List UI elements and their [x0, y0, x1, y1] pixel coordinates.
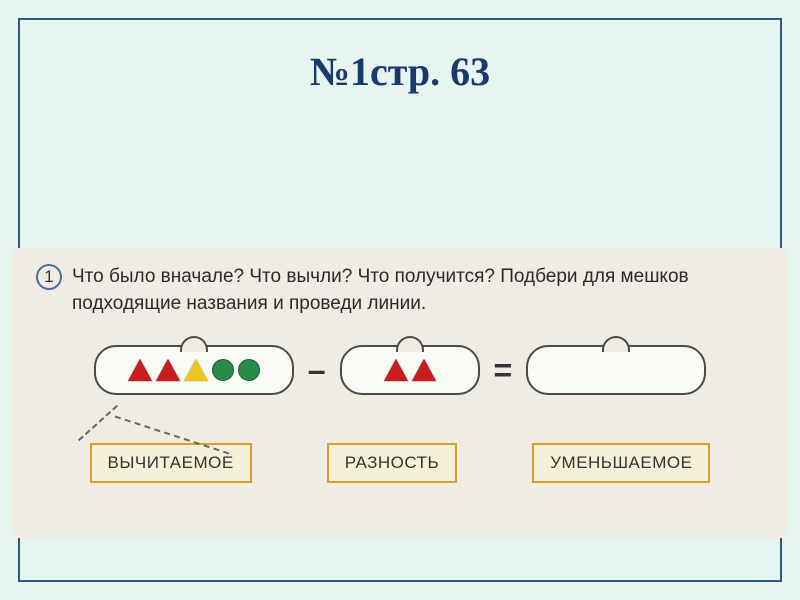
- label-difference: РАЗНОСТЬ: [327, 443, 457, 483]
- workbook-scan: 1 Что было вначале? Что вычли? Что получ…: [12, 248, 788, 538]
- label-minuend: УМЕНЬШАЕМОЕ: [532, 443, 710, 483]
- question-row: 1 Что было вначале? Что вычли? Что получ…: [12, 248, 788, 327]
- circle-green-icon: [212, 359, 234, 381]
- exercise-number-circle: 1: [36, 264, 62, 290]
- bag-subtrahend: [340, 345, 480, 395]
- triangle-red-icon: [156, 359, 180, 381]
- bag-minuend: [94, 345, 294, 395]
- labels-row: ВЫЧИТАЕМОЕ РАЗНОСТЬ УМЕНЬШАЕМОЕ: [12, 443, 788, 483]
- bag-handle-icon: [396, 336, 424, 352]
- bag-difference: [526, 345, 706, 395]
- equation-row: – =: [12, 345, 788, 395]
- dashed-connector-line: [78, 405, 118, 441]
- circle-green-icon: [238, 359, 260, 381]
- triangle-yellow-icon: [184, 359, 208, 381]
- equals-operator: =: [494, 352, 513, 389]
- question-text: Что было вначале? Что вычли? Что получит…: [72, 264, 764, 317]
- triangle-red-icon: [128, 359, 152, 381]
- triangle-red-icon: [384, 359, 408, 381]
- label-subtrahend: ВЫЧИТАЕМОЕ: [90, 443, 252, 483]
- triangle-red-icon: [412, 359, 436, 381]
- bag-handle-icon: [602, 336, 630, 352]
- page-title: №1стр. 63: [20, 48, 780, 95]
- minus-operator: –: [308, 352, 326, 389]
- bag-handle-icon: [180, 336, 208, 352]
